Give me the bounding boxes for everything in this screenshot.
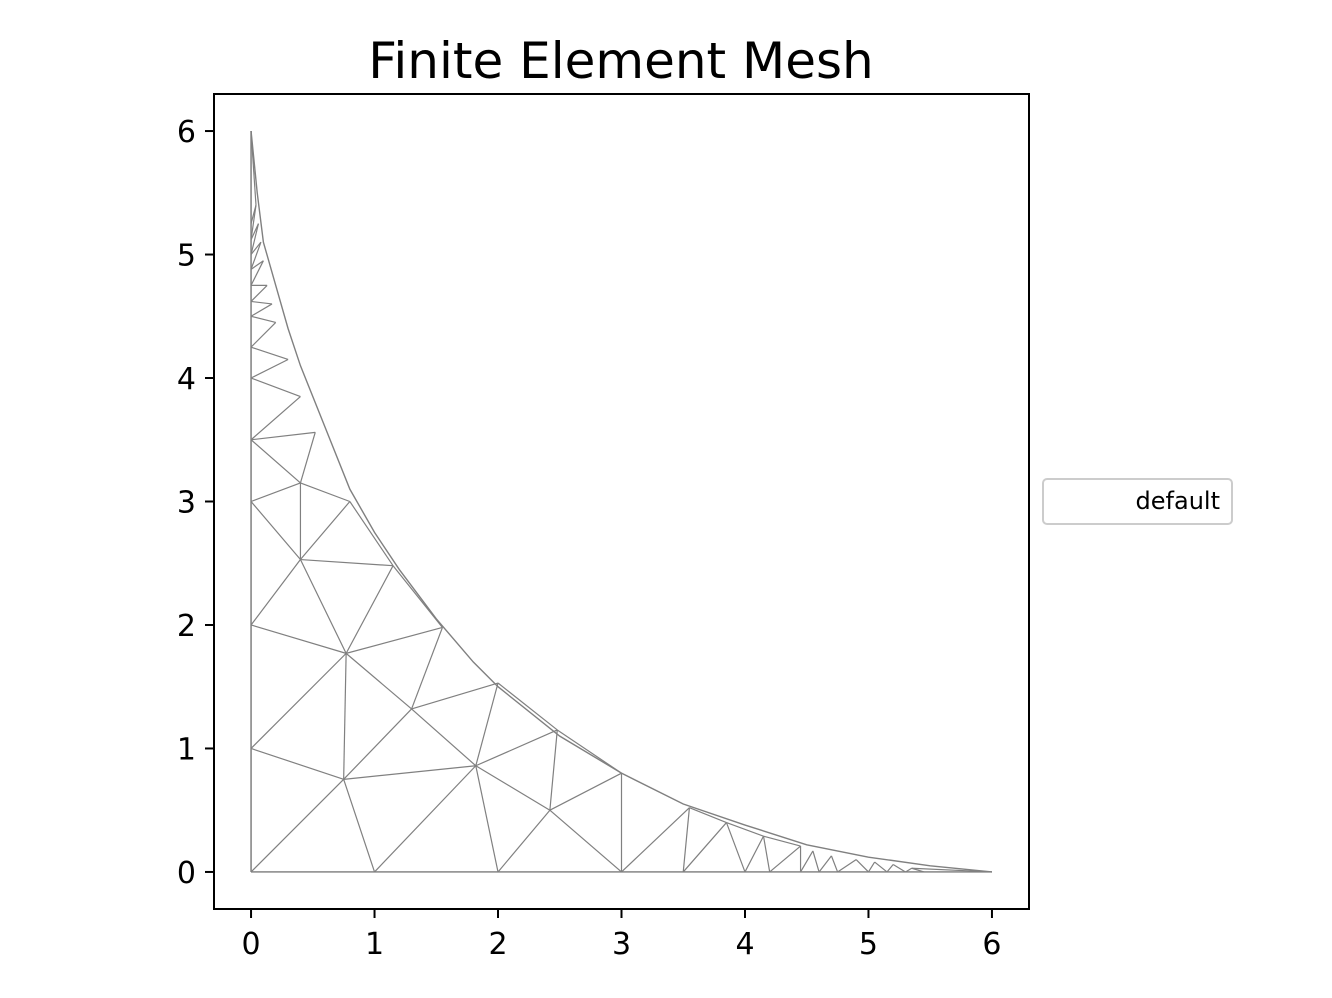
mesh-edge	[475, 682, 499, 766]
mesh-edge	[682, 807, 691, 873]
mesh-edge	[867, 861, 876, 873]
y-tick-label: 1	[177, 732, 196, 767]
chart-title: Finite Element Mesh	[368, 32, 873, 90]
mesh-edge	[818, 855, 832, 873]
mesh-edge	[349, 501, 394, 567]
mesh-edge	[250, 205, 257, 240]
mesh-edge	[475, 729, 558, 767]
mesh-edge	[343, 765, 476, 780]
mesh-edge	[830, 855, 839, 873]
mesh-edge	[343, 708, 413, 780]
mesh-edge	[725, 822, 746, 873]
mesh-edge	[299, 501, 351, 560]
mesh-edge	[250, 624, 347, 654]
mesh-edge	[345, 565, 394, 654]
x-tick-label: 3	[612, 927, 631, 962]
x-tick-label: 0	[241, 927, 260, 962]
mesh-edge	[762, 836, 771, 873]
mesh-edges	[250, 130, 993, 873]
mesh-edge	[497, 809, 551, 873]
mesh-edge	[374, 765, 477, 873]
mesh-edge	[250, 300, 273, 305]
mesh-edge	[299, 432, 316, 484]
legend: default	[1042, 478, 1233, 525]
mesh-edge	[549, 809, 622, 873]
legend-box	[1042, 478, 1233, 525]
mesh-edge	[250, 284, 268, 302]
y-axis-ticks: 0 1 2 3 4 5 6	[177, 115, 214, 891]
x-tick-label: 2	[488, 927, 507, 962]
mesh-edge	[411, 708, 477, 767]
mesh-edge	[769, 845, 801, 873]
y-tick-label: 6	[177, 115, 196, 150]
mesh-edge	[497, 682, 558, 731]
mesh-edge	[250, 652, 347, 749]
mesh-edge	[549, 729, 558, 811]
mesh-edge	[886, 864, 894, 873]
mesh-edge	[874, 861, 888, 873]
legend-entry-default: default	[1136, 487, 1220, 515]
mesh-edge	[250, 396, 301, 441]
mesh-edge	[250, 482, 301, 503]
mesh-edge	[250, 346, 289, 361]
mesh-edge	[250, 241, 262, 255]
y-tick-label: 4	[177, 362, 196, 397]
mesh-edge	[892, 864, 906, 873]
mesh-edge	[682, 822, 727, 873]
mesh-edge	[345, 652, 412, 710]
mesh-edge	[250, 303, 273, 317]
mesh-edge	[800, 850, 814, 873]
mesh-edge	[300, 482, 351, 503]
x-tick-label: 5	[859, 927, 878, 962]
x-tick-label: 1	[365, 927, 384, 962]
mesh-edge	[411, 682, 499, 710]
mesh-edge	[250, 260, 264, 286]
mesh-edge	[726, 821, 764, 837]
mesh-edge	[299, 559, 347, 654]
mesh-edge	[621, 807, 690, 873]
mesh-edge	[345, 626, 443, 654]
y-tick-label: 2	[177, 609, 196, 644]
y-tick-label: 0	[177, 856, 196, 891]
mesh-edge	[250, 439, 301, 484]
mesh-edge	[250, 377, 301, 398]
mesh-edge	[250, 322, 277, 348]
x-axis-ticks: 0 1 2 3 4 5 6	[241, 909, 1002, 962]
mesh-edge	[250, 559, 301, 626]
mesh-edge	[250, 315, 276, 324]
mesh-edge	[250, 223, 260, 255]
mesh-edge	[250, 260, 264, 270]
mesh-edge	[250, 431, 316, 441]
mesh-edge	[812, 850, 820, 873]
mesh-edge	[411, 627, 444, 710]
mesh-edge	[475, 765, 499, 873]
mesh-edge	[689, 807, 727, 824]
mesh-edge	[343, 779, 376, 873]
mesh-edge	[837, 859, 857, 873]
mesh-edge	[343, 653, 347, 780]
mesh-edge	[475, 765, 551, 811]
mesh-edge	[250, 501, 301, 560]
mesh-edge	[855, 859, 869, 873]
mesh-edge	[250, 358, 289, 379]
mesh-edge	[744, 835, 765, 873]
x-tick-label: 6	[982, 927, 1001, 962]
x-tick-label: 4	[735, 927, 754, 962]
mesh-boundary-curve	[250, 130, 993, 873]
mesh-edge	[250, 747, 344, 780]
mesh-edge	[549, 772, 622, 811]
mesh-edge	[300, 558, 394, 567]
mesh-edge	[763, 835, 801, 847]
mesh-edge	[250, 241, 262, 270]
mesh-edge	[250, 778, 345, 873]
y-tick-label: 5	[177, 239, 196, 274]
y-tick-label: 3	[177, 486, 196, 521]
